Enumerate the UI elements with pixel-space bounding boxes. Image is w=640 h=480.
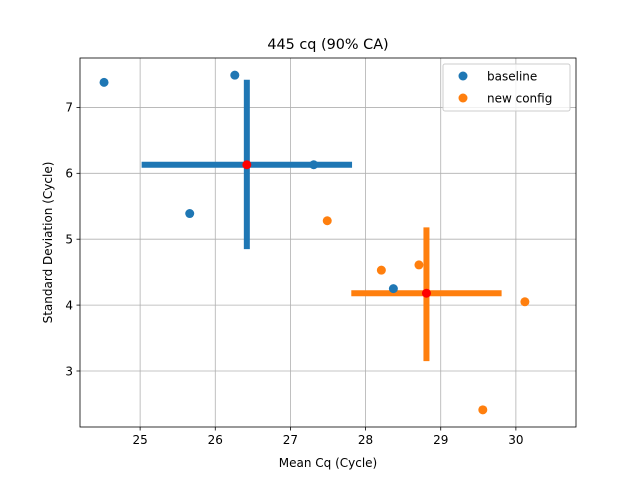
y-tick-label: 3	[65, 364, 73, 378]
legend-label-new-config: new config	[487, 92, 552, 106]
data-point-baseline	[99, 77, 109, 87]
legend-marker-new-config	[458, 93, 468, 103]
data-points	[99, 70, 530, 415]
chart-title: 445 cq (90% CA)	[267, 37, 388, 53]
data-point-baseline	[185, 209, 195, 219]
x-tick-label: 25	[132, 433, 147, 447]
x-tick-label: 26	[208, 433, 223, 447]
y-tick-label: 7	[65, 101, 73, 115]
data-point-new-config	[520, 297, 530, 307]
y-tick-label: 6	[65, 167, 73, 181]
data-point-new-config	[414, 260, 424, 270]
data-point-baseline	[388, 284, 398, 294]
data-point-new-config	[322, 216, 332, 226]
axis-ticks: 25 26 27 28 29 30 3 4 5 6 7	[65, 101, 523, 447]
mean-marker-new-config	[421, 288, 431, 298]
plot-area-frame	[79, 57, 577, 428]
legend-marker-baseline	[458, 71, 468, 81]
y-tick-label: 5	[65, 233, 73, 247]
x-axis-label: Mean Cq (Cycle)	[279, 456, 377, 470]
y-axis-label: Standard Deviation (Cycle)	[41, 162, 55, 324]
x-tick-label: 28	[358, 433, 373, 447]
data-point-new-config	[376, 265, 386, 275]
mean-marker-baseline	[242, 160, 252, 170]
legend-box	[442, 63, 571, 112]
data-point-baseline	[309, 160, 319, 170]
y-tick-label: 4	[65, 298, 73, 312]
x-tick-label: 27	[283, 433, 298, 447]
x-tick-label: 29	[433, 433, 448, 447]
legend-label-baseline: baseline	[487, 70, 537, 84]
data-point-baseline	[230, 70, 240, 80]
data-point-new-config	[478, 405, 488, 415]
legend: baseline new config	[442, 63, 571, 112]
x-tick-label: 30	[508, 433, 523, 447]
mean-markers	[242, 160, 431, 298]
